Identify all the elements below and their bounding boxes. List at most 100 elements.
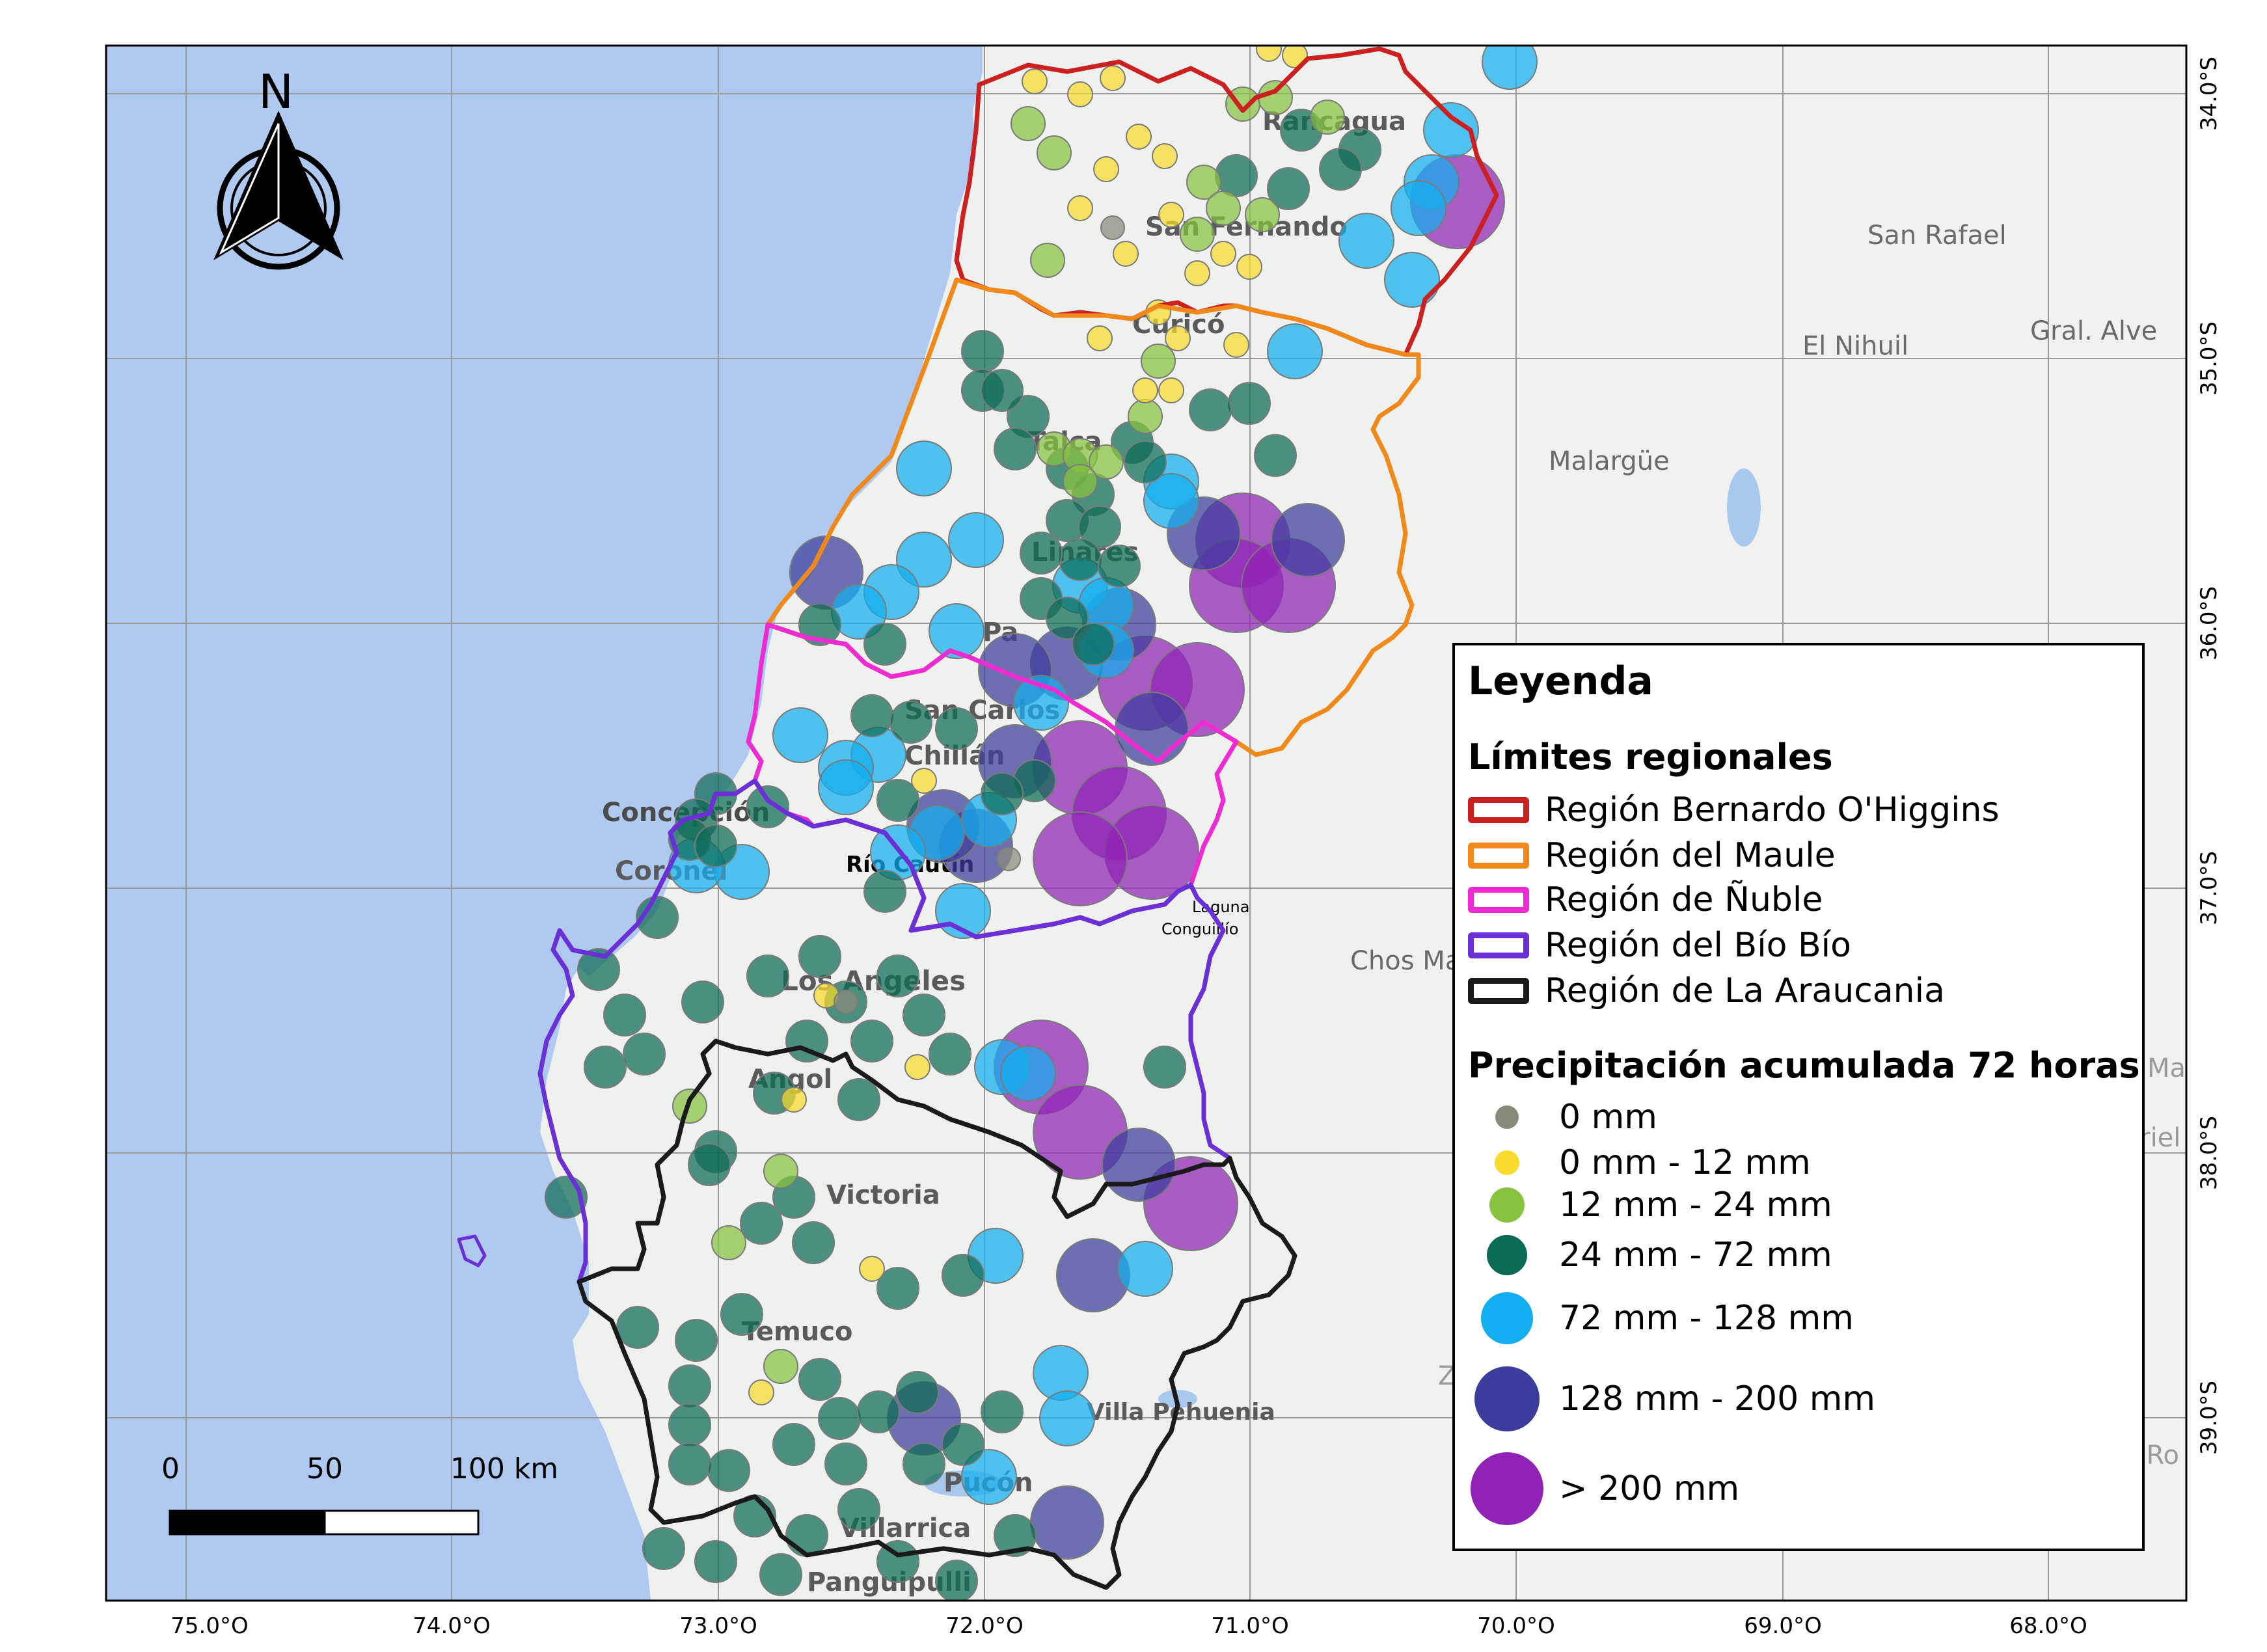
- north-arrow-icon: N: [213, 64, 344, 270]
- legend-region-label: Región Bernardo O'Higgins: [1545, 791, 2000, 830]
- legend-region-label: Región de Ñuble: [1545, 880, 1823, 919]
- station-marker: [857, 1390, 900, 1433]
- station-marker: [763, 1349, 798, 1384]
- station-marker: [1100, 215, 1125, 240]
- station-marker: [896, 1371, 939, 1414]
- station-marker: [929, 603, 984, 659]
- station-marker: [688, 1143, 731, 1186]
- station-marker: [792, 1221, 835, 1264]
- lon-tick-72: 72.0°O: [945, 1613, 1023, 1639]
- legend-class-label: 0 mm - 12 mm: [1559, 1143, 1811, 1182]
- isla-mocha: [457, 1234, 487, 1267]
- legend-region-maule: Región del Maule: [1468, 833, 1836, 878]
- lat-tick-35: 35.0°S: [2196, 321, 2222, 396]
- station-marker: [668, 1364, 711, 1407]
- dot-24mm: [1489, 1187, 1525, 1223]
- scale-bar: 0 50 100 km: [161, 1452, 558, 1536]
- station-marker: [834, 990, 858, 1014]
- legend-class-200: 128 mm - 200 mm: [1468, 1366, 1875, 1431]
- station-marker: [1189, 388, 1232, 431]
- scale-bar-black: [169, 1510, 326, 1536]
- lon-tick-70: 70.0°O: [1477, 1613, 1554, 1639]
- station-marker: [994, 1514, 1037, 1557]
- legend-class-label: 12 mm - 24 mm: [1559, 1185, 1832, 1225]
- station-marker: [798, 1358, 841, 1401]
- station-marker: [1011, 106, 1046, 141]
- station-marker: [929, 1033, 971, 1076]
- station-marker: [668, 1403, 711, 1446]
- region-boundaries: [457, 46, 1499, 1590]
- station-marker: [759, 1553, 802, 1596]
- station-marker: [584, 1046, 627, 1089]
- station-marker: [903, 1442, 945, 1485]
- station-marker: [961, 330, 1004, 373]
- station-marker: [1271, 503, 1345, 577]
- station-marker: [1039, 1390, 1095, 1446]
- station-marker: [707, 1449, 750, 1492]
- station-marker: [1423, 102, 1479, 158]
- legend-region-araucania: Región de La Araucania: [1468, 968, 1945, 1014]
- lat-tick-34: 34.0°S: [2196, 57, 2222, 131]
- legend-region-nuble: Región de Ñuble: [1468, 877, 1823, 923]
- station-marker: [746, 785, 789, 828]
- legend-region-label: Región del Maule: [1545, 836, 1836, 875]
- station-marker: [903, 994, 945, 1036]
- scale-bar-white: [323, 1510, 480, 1536]
- station-marker: [720, 1293, 763, 1336]
- station-marker: [837, 1078, 880, 1121]
- lon-tick-71: 71.0°O: [1211, 1613, 1288, 1639]
- scale-label-0: 0: [161, 1452, 180, 1485]
- station-marker: [668, 1442, 711, 1485]
- lat-tick-36: 36.0°S: [2196, 586, 2222, 660]
- station-marker: [1037, 135, 1072, 170]
- station-marker: [1022, 68, 1048, 94]
- station-marker: [1093, 156, 1119, 182]
- station-marker: [1128, 399, 1163, 434]
- legend: Leyenda Límites regionales Región Bernar…: [1452, 643, 2145, 1551]
- station-marker: [911, 768, 937, 794]
- station-marker: [1267, 167, 1310, 210]
- station-marker: [1206, 191, 1241, 226]
- station-marker: [772, 1423, 815, 1466]
- station-marker: [863, 623, 906, 666]
- legend-class-24: 12 mm - 24 mm: [1468, 1185, 1832, 1225]
- lon-tick-75: 75.0°O: [170, 1613, 248, 1639]
- station-marker: [1078, 506, 1121, 548]
- place-el-nihuil: El Nihuil: [1802, 331, 1908, 361]
- lon-tick-74: 74.0°O: [413, 1613, 490, 1639]
- legend-class-12: 0 mm - 12 mm: [1468, 1143, 1811, 1182]
- station-marker: [1215, 154, 1258, 197]
- station-marker: [935, 707, 978, 750]
- station-marker: [863, 870, 906, 913]
- station-marker: [1310, 100, 1345, 135]
- station-marker: [1124, 440, 1167, 483]
- station-marker: [935, 1560, 978, 1601]
- legend-region-label: Región de La Araucania: [1545, 971, 1945, 1010]
- station-marker: [1126, 124, 1152, 150]
- lat-tick-37: 37.0°S: [2196, 851, 2222, 925]
- lon-tick-69: 69.0°O: [1744, 1613, 1821, 1639]
- station-marker: [711, 1225, 746, 1260]
- station-marker: [818, 1397, 861, 1440]
- dot-72mm: [1487, 1235, 1527, 1275]
- legend-region-biobio: Región del Bío Bío: [1468, 923, 1851, 968]
- station-marker: [1020, 532, 1063, 575]
- lat-tick-38: 38.0°S: [2196, 1116, 2222, 1190]
- dot-128mm: [1481, 1292, 1533, 1344]
- legend-precip-title: Precipitación acumulada 72 horas: [1468, 1045, 2140, 1086]
- place-villa-pehuenia: Villa Pehuenia: [1087, 1399, 1275, 1426]
- station-marker: [1067, 81, 1093, 107]
- station-marker: [996, 846, 1021, 871]
- axis-ticks: 75.0°O 74.0°O 73.0°O 72.0°O 71.0°O 70.0°…: [170, 57, 2222, 1639]
- station-marker: [1258, 80, 1293, 115]
- station-marker: [748, 1379, 774, 1405]
- station-marker: [896, 440, 952, 496]
- station-marker: [746, 955, 789, 997]
- station-marker: [1158, 377, 1184, 403]
- legend-title: Leyenda: [1468, 658, 1653, 704]
- legend-class-label: 24 mm - 72 mm: [1559, 1236, 1832, 1275]
- station-marker: [798, 603, 841, 646]
- station-marker: [1087, 325, 1113, 351]
- station-marker: [1000, 1046, 1056, 1102]
- station-marker: [1384, 252, 1440, 308]
